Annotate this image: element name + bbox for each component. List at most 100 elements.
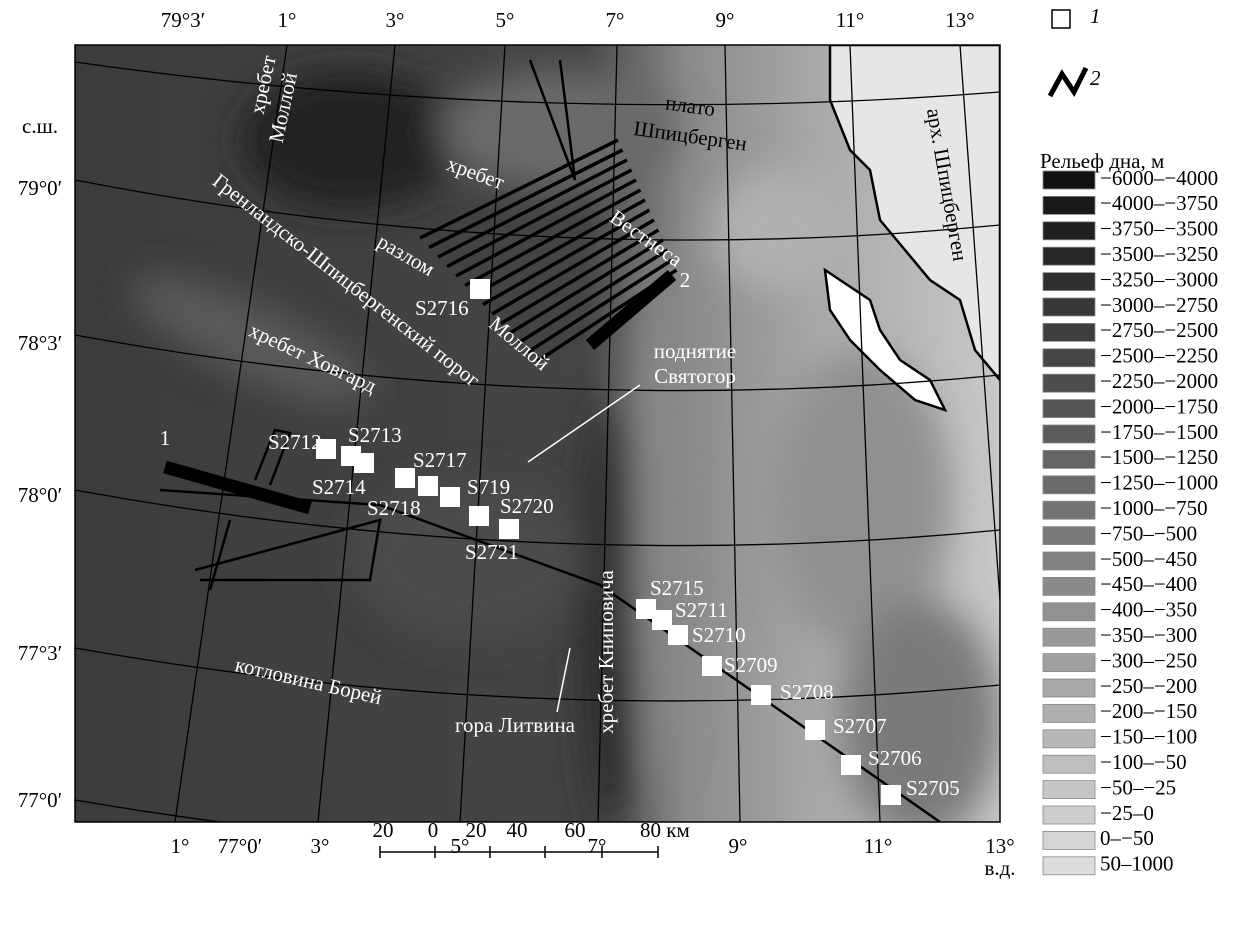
legend-swatch <box>1043 654 1095 672</box>
bottom-axis-label: 3° <box>311 834 330 858</box>
top-axis-label: 9° <box>716 8 735 32</box>
scale-label: 40 <box>507 818 528 842</box>
legend-label: −1500–−1250 <box>1100 445 1218 469</box>
legend-label: −250–−200 <box>1100 674 1197 698</box>
line-label: 1 <box>160 426 171 450</box>
top-axis-label: 13° <box>945 8 974 32</box>
bottom-axis-label: 13° <box>985 834 1014 858</box>
station-label: S2720 <box>500 494 554 518</box>
legend-label: −3500–−3250 <box>1100 242 1218 266</box>
legend-label: −50–−25 <box>1100 775 1176 799</box>
station-label: S2716 <box>415 296 469 320</box>
station-marker <box>841 755 861 775</box>
legend-swatch <box>1043 196 1095 214</box>
legend-label: −300–−250 <box>1100 648 1197 672</box>
legend-swatch <box>1043 501 1095 519</box>
legend-swatch <box>1043 425 1095 443</box>
legend-swatch <box>1043 679 1095 697</box>
station-label: S2709 <box>724 653 778 677</box>
scale-label: 20 <box>373 818 394 842</box>
legend-label: 50–1000 <box>1100 852 1174 876</box>
legend-swatch <box>1043 222 1095 240</box>
top-axis-label: 7° <box>606 8 625 32</box>
legend-swatch <box>1043 400 1095 418</box>
bottom-axis-label: 1° <box>171 834 190 858</box>
legend-swatch <box>1043 577 1095 595</box>
legend-swatch <box>1043 450 1095 468</box>
legend-swatch <box>1043 806 1095 824</box>
legend-swatch <box>1043 374 1095 392</box>
left-axis-label: 78°3′ <box>18 331 63 355</box>
legend-swatch <box>1043 527 1095 545</box>
scale-label: 0 <box>428 818 439 842</box>
bottom-axis-label: 9° <box>729 834 748 858</box>
legend-swatch <box>1043 247 1095 265</box>
legend-swatch <box>1043 781 1095 799</box>
scale-bar <box>380 846 658 858</box>
legend-swatch <box>1043 552 1095 570</box>
bottom-axis-label: 7° <box>588 834 607 858</box>
legend-swatch <box>1043 704 1095 722</box>
top-axis-label: 3° <box>386 8 405 32</box>
legend-swatch <box>1043 755 1095 773</box>
legend-symbol-label: 2 <box>1090 66 1101 90</box>
left-axis-label: 78°0′ <box>18 483 63 507</box>
legend-label: −2500–−2250 <box>1100 344 1218 368</box>
station-marker <box>469 506 489 526</box>
station-marker <box>702 656 722 676</box>
station-marker <box>805 720 825 740</box>
legend-symbol-label: 1 <box>1090 4 1101 28</box>
station-marker <box>499 519 519 539</box>
bottom-axis-label: 77°0′ <box>218 834 263 858</box>
station-label: S2708 <box>780 680 834 704</box>
legend-label: 0–−50 <box>1100 826 1154 850</box>
legend-label: −2750–−2500 <box>1100 318 1218 342</box>
left-axis-label: 77°0′ <box>18 788 63 812</box>
station-label: S2713 <box>348 423 402 447</box>
legend-swatch <box>1043 171 1095 189</box>
legend-swatch <box>1043 323 1095 341</box>
legend-label: −2000–−1750 <box>1100 394 1218 418</box>
station-label: S2705 <box>906 776 960 800</box>
legend-swatch <box>1043 857 1095 875</box>
top-axis-label: 5° <box>496 8 515 32</box>
map-figure: 79°3′1°3°5°7°9°11°13°с.ш.79°0′78°3′78°0′… <box>0 0 1253 931</box>
station-label: S2711 <box>675 598 728 622</box>
station-marker <box>418 476 438 496</box>
legend-label: −1000–−750 <box>1100 496 1208 520</box>
map-label: поднятие <box>654 339 736 363</box>
station-marker <box>751 685 771 705</box>
legend-label: −2250–−2000 <box>1100 369 1218 393</box>
station-label: S2721 <box>465 540 519 564</box>
legend-label: −4000–−3750 <box>1100 191 1218 215</box>
station-label: S2707 <box>833 714 887 738</box>
station-label: S2714 <box>312 475 366 499</box>
bottom-axis-unit: в.д. <box>984 856 1015 880</box>
legend-label: −350–−300 <box>1100 623 1197 647</box>
legend-swatch <box>1043 628 1095 646</box>
station-marker <box>470 279 490 299</box>
legend-label: −400–−350 <box>1100 598 1197 622</box>
station-label: S2718 <box>367 496 421 520</box>
map-label: хребет Книповича <box>594 569 618 733</box>
legend-label: −100–−50 <box>1100 750 1187 774</box>
map-label: гора Литвина <box>455 713 576 737</box>
legend-label: −25–0 <box>1100 801 1154 825</box>
left-axis-label: 79°0′ <box>18 176 63 200</box>
legend-label: −150–−100 <box>1100 725 1197 749</box>
legend-label: −200–−150 <box>1100 699 1197 723</box>
left-axis-label: 77°3′ <box>18 641 63 665</box>
top-axis-label: 1° <box>278 8 297 32</box>
station-label: S2715 <box>650 576 704 600</box>
station-marker <box>395 468 415 488</box>
legend-label: −1250–−1000 <box>1100 471 1218 495</box>
station-label: S2706 <box>868 746 922 770</box>
map-label: Святогор <box>654 364 736 388</box>
legend-square-symbol <box>1052 10 1070 28</box>
top-axis-label: 11° <box>836 8 865 32</box>
legend-label: −450–−400 <box>1100 572 1197 596</box>
legend-swatch <box>1043 730 1095 748</box>
scale-label: 60 <box>565 818 586 842</box>
legend-label: −500–−450 <box>1100 547 1197 571</box>
legend-label: −3750–−3500 <box>1100 217 1218 241</box>
